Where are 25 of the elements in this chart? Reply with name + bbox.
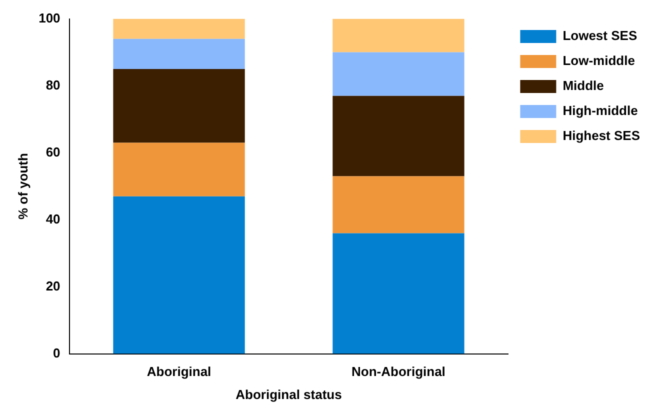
legend-label: Low-middle bbox=[562, 53, 635, 68]
bar bbox=[332, 233, 464, 354]
legend-label: Middle bbox=[562, 78, 604, 94]
x-axis-title: Aboriginal status bbox=[236, 386, 342, 402]
y-tick-label: 60 bbox=[46, 144, 60, 160]
y-axis-title: % of youth bbox=[15, 153, 30, 220]
bar bbox=[332, 96, 464, 176]
bar bbox=[113, 38, 245, 70]
bar bbox=[332, 176, 464, 234]
bar bbox=[332, 52, 464, 96]
y-tick-label: 100 bbox=[38, 10, 60, 26]
x-tick-label: Non-Aboriginal bbox=[352, 364, 446, 380]
y-tick-label: 0 bbox=[53, 345, 60, 360]
bar bbox=[113, 69, 245, 143]
y-tick-label: 20 bbox=[46, 278, 60, 294]
bar bbox=[332, 18, 464, 52]
bar bbox=[113, 142, 245, 196]
y-tick-label: 80 bbox=[46, 77, 60, 92]
legend-label: Lowest SES bbox=[562, 28, 638, 44]
x-tick-label: Aboriginal bbox=[146, 364, 212, 380]
legend-label: Highest SES bbox=[562, 128, 640, 144]
legend-label: High-middle bbox=[562, 103, 638, 118]
bar bbox=[113, 196, 245, 354]
bar bbox=[113, 18, 245, 39]
y-tick-label: 40 bbox=[46, 211, 60, 226]
